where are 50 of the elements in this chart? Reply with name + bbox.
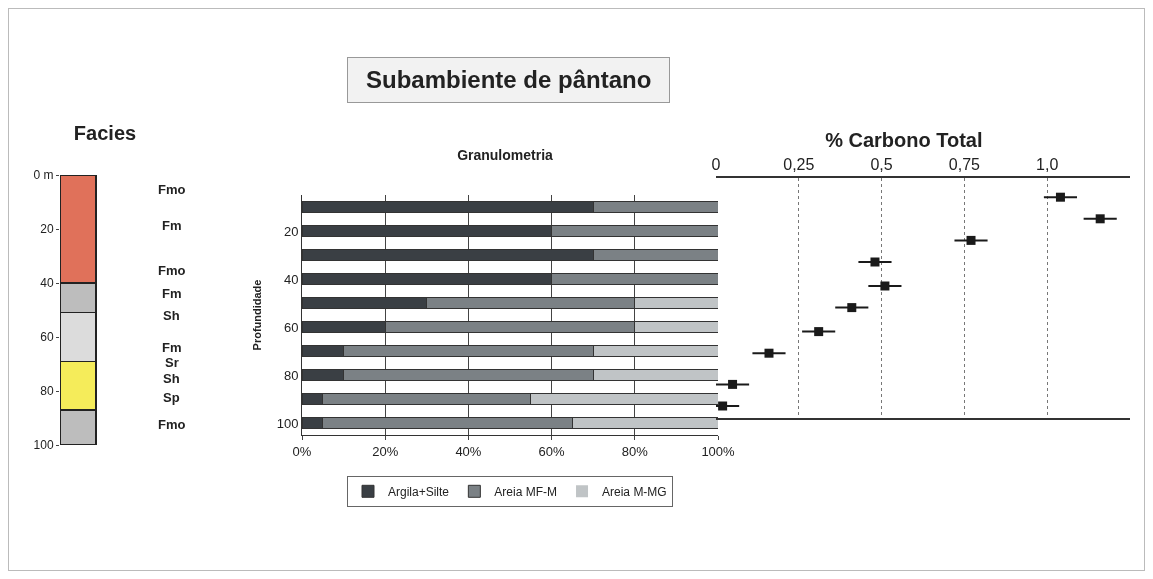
point bbox=[847, 303, 857, 313]
point bbox=[764, 348, 774, 358]
legend-label: Areia M-MG bbox=[602, 484, 667, 499]
point bbox=[718, 401, 728, 411]
y-tick-label: 80 bbox=[283, 367, 299, 383]
y-tick-label: 100 bbox=[276, 415, 299, 431]
y-tick-label: 60 bbox=[283, 319, 299, 335]
point bbox=[728, 379, 738, 389]
text: Sr bbox=[165, 355, 179, 370]
x-tick-label: 40% bbox=[455, 443, 482, 459]
y-tick-label: 40 bbox=[283, 271, 299, 287]
text: Fm bbox=[162, 286, 182, 301]
y-tick-label: 20 bbox=[40, 222, 54, 237]
point bbox=[870, 257, 880, 267]
text: Fm bbox=[162, 340, 182, 355]
point bbox=[814, 327, 824, 337]
x-tick-label: 60% bbox=[538, 443, 566, 459]
text: Fmo bbox=[158, 263, 186, 278]
point bbox=[966, 235, 976, 245]
x-tick-label: 0 bbox=[711, 155, 721, 173]
chart-title: Granulometria bbox=[457, 146, 554, 163]
chart-title: % Carbono Total bbox=[825, 128, 983, 151]
x-tick-label: 0,5 bbox=[870, 155, 893, 173]
chart-title: Facies bbox=[73, 121, 137, 144]
legend-label: Areia MF-M bbox=[494, 484, 558, 499]
y-tick-label: 100 bbox=[33, 438, 54, 453]
text: Fmo bbox=[158, 417, 186, 432]
point bbox=[1055, 192, 1065, 202]
text: Fm bbox=[162, 218, 182, 233]
x-tick-label: 20% bbox=[372, 443, 399, 459]
text: Sh bbox=[163, 371, 180, 386]
x-tick-label: 0,25 bbox=[783, 155, 815, 173]
y-tick-label: 40 bbox=[40, 276, 54, 291]
text: Sp bbox=[163, 390, 180, 405]
y-tick-label: 20 bbox=[283, 223, 299, 239]
x-tick-label: 100% bbox=[701, 443, 736, 459]
x-tick-label: 1,0 bbox=[1036, 155, 1059, 173]
x-tick-label: 0% bbox=[292, 443, 312, 459]
text: Sh bbox=[163, 308, 180, 323]
x-tick-label: 80% bbox=[621, 443, 649, 459]
point bbox=[880, 281, 890, 291]
y-tick-label: 80 bbox=[40, 384, 54, 399]
y-tick-label: 0 m bbox=[33, 168, 54, 183]
point bbox=[1095, 214, 1105, 224]
text: Subambiente de pântano bbox=[347, 57, 671, 103]
text: Fmo bbox=[158, 182, 186, 197]
legend-label: Argila+Silte bbox=[388, 484, 450, 499]
y-axis-title: Profundidade bbox=[251, 279, 264, 351]
x-tick-label: 0,75 bbox=[948, 155, 981, 173]
y-tick-label: 60 bbox=[40, 330, 54, 345]
